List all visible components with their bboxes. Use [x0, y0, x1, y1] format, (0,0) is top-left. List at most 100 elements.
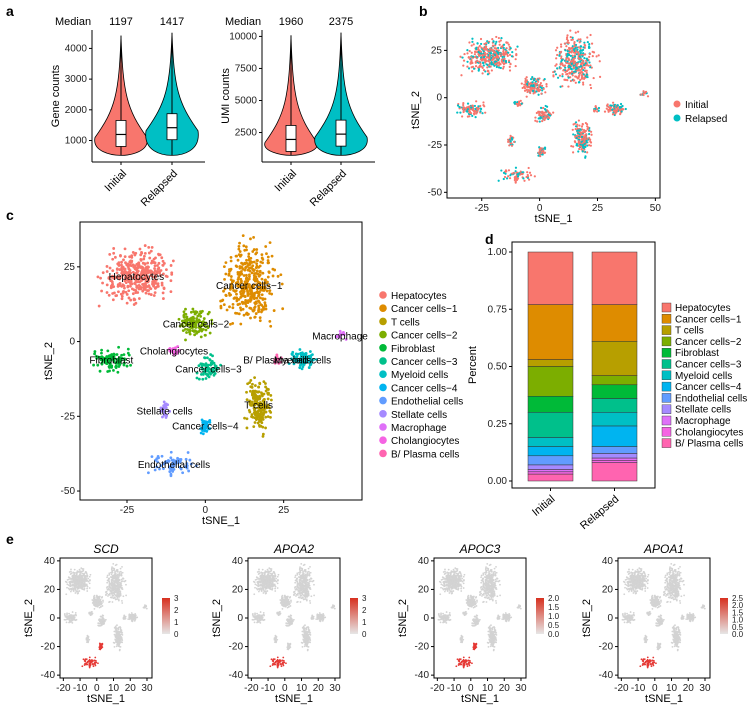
cell-point: [589, 64, 592, 67]
cell-point: [139, 257, 143, 261]
cell-point: [543, 147, 547, 150]
cell-point: [262, 392, 266, 396]
legend-swatch: [661, 404, 672, 414]
cell-point: [257, 385, 261, 389]
cell-point: [537, 89, 540, 92]
median-value: 1197: [109, 16, 133, 28]
cell-point: [150, 246, 154, 249]
cell-point: [195, 331, 198, 335]
cell-point: [462, 102, 465, 105]
cell-point: [532, 87, 535, 90]
cell-point: [539, 88, 542, 92]
cell-point: [114, 571, 116, 574]
cell-point: [118, 574, 120, 577]
cell-point: [607, 105, 610, 108]
feature-plot-apoa2: -20 -10 0 10 20 30-40-2002040tSNE_1tSNE_2APOA…: [211, 542, 367, 705]
cell-point: [219, 299, 223, 303]
cell-point: [560, 50, 563, 53]
cell-point: [157, 252, 160, 256]
cell-point: [75, 618, 78, 621]
cell-point: [510, 55, 514, 58]
cell-point: [495, 40, 498, 43]
cell-point: [113, 645, 116, 648]
x-tick-label: 30: [141, 683, 153, 694]
cell-point: [228, 305, 231, 309]
cell-point: [582, 52, 585, 55]
cell-point: [567, 58, 571, 61]
cell-point: [478, 65, 481, 69]
cell-point: [130, 254, 134, 257]
cell-point: [583, 63, 586, 67]
cell-point: [646, 95, 650, 98]
cell-point: [120, 629, 122, 631]
cell-point: [87, 660, 90, 663]
cell-point: [242, 313, 246, 317]
cell-point: [84, 662, 86, 665]
cell-point: [574, 46, 577, 50]
bar-segment: [527, 455, 574, 466]
cell-point: [574, 135, 577, 138]
cell-point: [245, 258, 248, 262]
cell-point: [565, 57, 568, 60]
cell-point: [120, 630, 123, 633]
cell-point: [211, 354, 214, 358]
cell-point: [581, 144, 584, 147]
cell-point: [578, 147, 581, 151]
cell-point: [112, 585, 114, 588]
cell-point: [130, 282, 134, 286]
cell-point: [72, 590, 75, 593]
cell-point: [229, 259, 233, 263]
cell-point: [483, 105, 486, 108]
cell-point: [160, 256, 164, 260]
cell-point: [470, 66, 473, 69]
cell-point: [588, 129, 591, 132]
cell-point: [145, 604, 147, 607]
y-tick-label: 40: [232, 556, 244, 567]
cell-point: [149, 293, 153, 296]
legend-swatch: [661, 359, 672, 369]
cell-point: [139, 265, 143, 269]
cell-point: [117, 628, 120, 631]
cell-point: [570, 38, 573, 42]
cell-point: [108, 583, 111, 586]
bar-segment: [527, 471, 574, 475]
cell-point: [245, 304, 248, 308]
cell-point: [583, 66, 586, 70]
cell-point: [496, 46, 500, 50]
cell-point: [524, 81, 528, 84]
cell-point: [115, 267, 119, 271]
cell-point: [162, 400, 166, 404]
cell-point: [69, 615, 72, 618]
cell-point: [266, 255, 270, 259]
cell-point: [502, 50, 505, 53]
cell-point: [106, 576, 108, 579]
cell-point: [484, 58, 487, 61]
cell-point: [475, 100, 478, 103]
cell-point: [257, 308, 261, 311]
cell-point: [99, 598, 102, 601]
cell-point: [499, 66, 502, 70]
cell-point: [543, 118, 546, 122]
cell-point: [111, 601, 114, 603]
cell-point: [584, 156, 587, 159]
cell-point: [106, 592, 108, 595]
cell-point: [86, 590, 89, 592]
cell-point: [253, 306, 256, 310]
cell-point: [119, 626, 122, 629]
cell-point: [574, 121, 578, 124]
cell-point: [132, 265, 136, 269]
x-tick-label: -20: [56, 683, 71, 694]
cell-point: [169, 474, 173, 478]
cell-point: [134, 616, 136, 619]
cell-point: [118, 643, 120, 645]
cell-point: [121, 600, 123, 602]
cell-point: [513, 100, 517, 104]
cell-point: [479, 62, 482, 65]
y-tick-label: -40: [229, 670, 244, 681]
cell-point: [559, 67, 562, 70]
cell-point: [499, 54, 502, 58]
cell-point: [516, 102, 519, 106]
cell-point: [549, 114, 552, 117]
cell-point: [583, 129, 586, 133]
